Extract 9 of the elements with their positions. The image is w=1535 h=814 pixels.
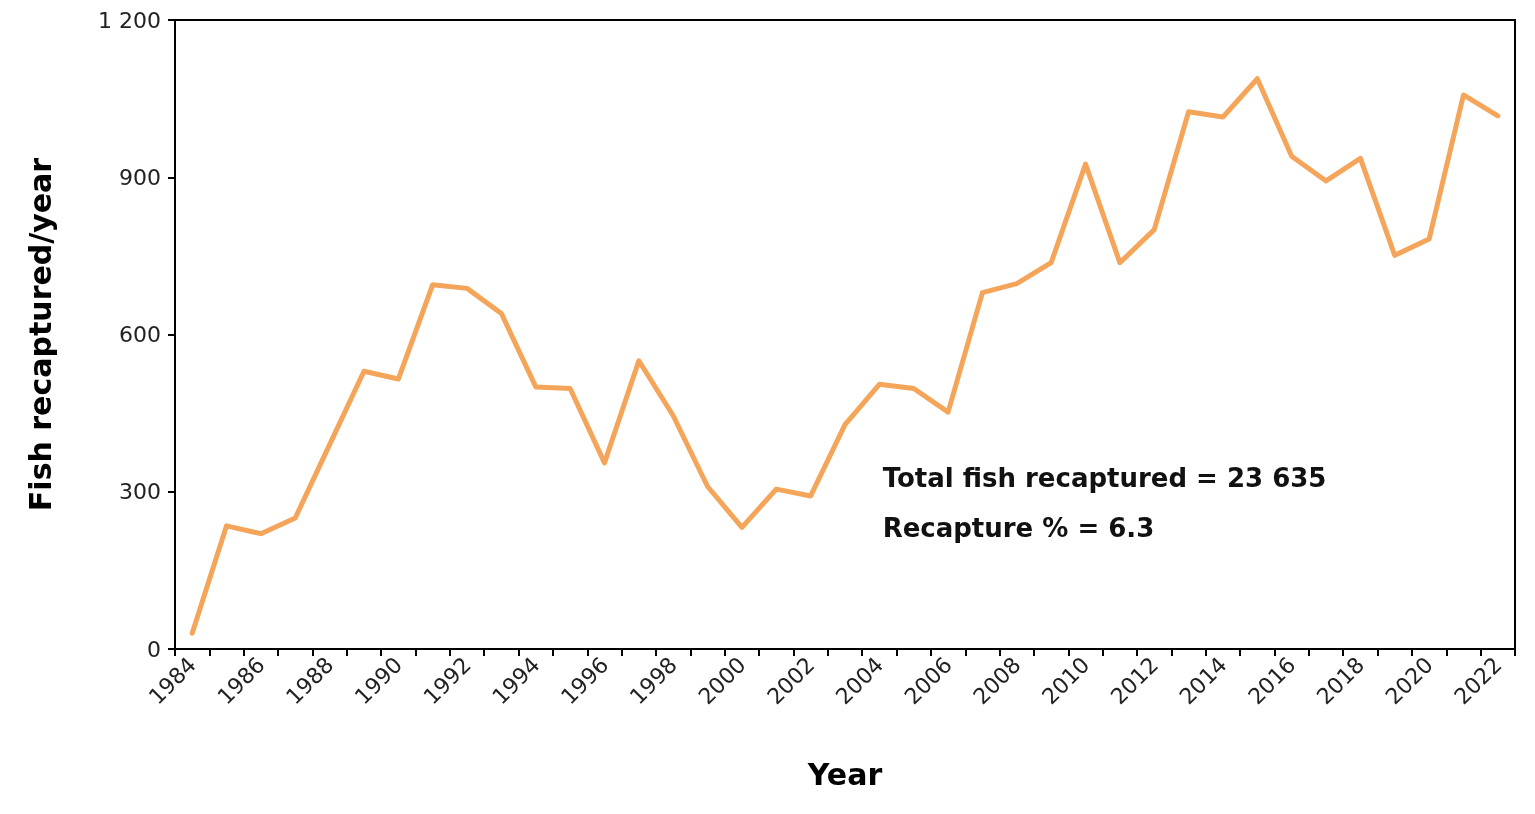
y-tick-label: 600 (119, 322, 161, 347)
y-axis-title: Fish recaptured/year (22, 157, 58, 512)
y-tick-label: 900 (119, 164, 161, 190)
y-tick-label: 1 200 (98, 7, 161, 33)
y-tick-label: 300 (119, 479, 161, 505)
x-axis-title: Year (806, 756, 883, 792)
annotation: Total fish recaptured = 23 635 (882, 463, 1327, 493)
y-tick-label: 0 (147, 636, 161, 662)
annotation: Recapture % = 6.3 (882, 513, 1155, 543)
